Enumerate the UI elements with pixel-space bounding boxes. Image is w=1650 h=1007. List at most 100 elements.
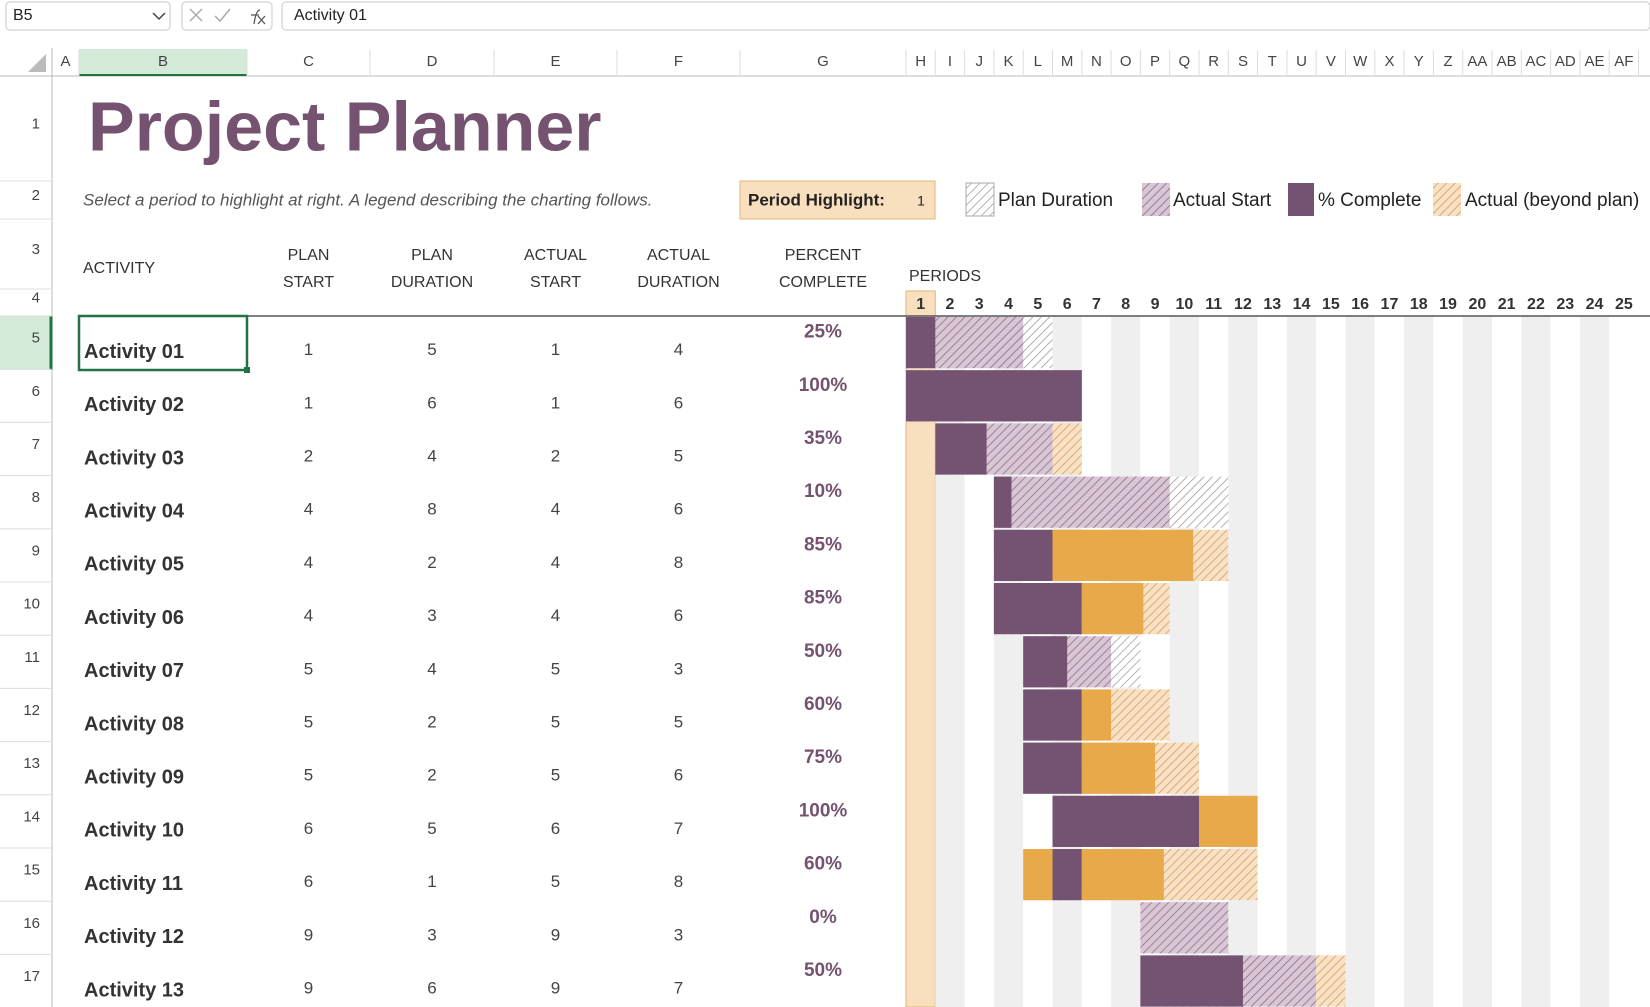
period-column <box>1257 316 1287 1007</box>
name-box-text: B5 <box>13 7 33 24</box>
percent-complete: 25% <box>804 322 842 343</box>
column-header: J <box>976 53 984 70</box>
complete-bar <box>1052 795 1199 847</box>
period-number: 14 <box>1293 296 1311 313</box>
column-header: AC <box>1526 53 1547 70</box>
select-all[interactable] <box>28 54 46 72</box>
number-cell: 7 <box>674 819 683 838</box>
number-cell: 3 <box>674 659 683 678</box>
percent-complete: 85% <box>804 534 842 555</box>
complete-beyond-plan-bar <box>1023 849 1053 901</box>
column-header: AB <box>1497 53 1517 70</box>
complete-beyond-plan-bar <box>1081 849 1164 901</box>
number-cell: 4 <box>427 446 436 465</box>
column-header: P <box>1150 53 1160 70</box>
activity-name: Activity 10 <box>84 820 184 842</box>
fill-handle[interactable] <box>244 367 250 373</box>
complete-beyond-plan-bar <box>1081 583 1144 635</box>
percent-complete: 50% <box>804 960 842 981</box>
legend-swatch-plan <box>965 182 995 217</box>
period-number: 9 <box>1151 296 1160 313</box>
period-number: 1 <box>916 296 925 313</box>
period-number: 22 <box>1527 296 1545 313</box>
row-header: 3 <box>32 241 40 258</box>
activity-name: Activity 02 <box>84 394 184 416</box>
period-number: 6 <box>1063 296 1072 313</box>
percent-complete: 0% <box>809 907 837 928</box>
complete-bar <box>1052 849 1082 901</box>
column-header: F <box>674 53 683 70</box>
actual-beyond-plan-bar <box>1316 955 1346 1007</box>
column-header: C <box>303 53 314 70</box>
number-cell: 4 <box>304 606 313 625</box>
number-cell: 1 <box>427 872 436 891</box>
number-cell: 9 <box>304 925 313 944</box>
column-header: W <box>1353 53 1368 70</box>
column-header: Z <box>1443 53 1452 70</box>
number-cell: 9 <box>551 925 560 944</box>
period-number: 4 <box>1004 296 1013 313</box>
percent-complete: 60% <box>804 694 842 715</box>
complete-bar <box>1140 955 1243 1007</box>
active-cell[interactable] <box>77 314 249 372</box>
period-highlight-box[interactable] <box>739 180 936 220</box>
row-header: 15 <box>23 862 40 879</box>
number-cell: 2 <box>304 446 313 465</box>
enter-icon[interactable] <box>214 8 231 23</box>
row-header: 10 <box>23 596 40 613</box>
formula-buttons <box>181 1 273 31</box>
period-highlight-value[interactable]: 1 <box>917 193 925 209</box>
formula-input[interactable] <box>281 1 1650 31</box>
row-header: 11 <box>24 649 40 666</box>
row-header: 7 <box>32 436 40 453</box>
cancel-icon[interactable] <box>189 8 203 22</box>
period-column <box>1316 316 1346 1007</box>
complete-bar <box>1023 742 1082 794</box>
number-cell: 1 <box>551 393 560 412</box>
selected-column-header <box>79 49 247 76</box>
number-cell: 6 <box>674 766 683 785</box>
column-header: AF <box>1614 53 1633 70</box>
row-header: 8 <box>32 489 40 506</box>
percent-complete: 60% <box>804 854 842 875</box>
period-number: 23 <box>1556 296 1574 313</box>
table-header: PLAN <box>288 247 330 264</box>
period-column <box>1579 316 1610 1007</box>
period-column <box>1492 316 1522 1007</box>
table-header: ACTIVITY <box>83 260 155 277</box>
number-cell: 8 <box>674 872 683 891</box>
legend-label: % Complete <box>1318 190 1422 211</box>
name-box-dropdown[interactable] <box>152 12 166 21</box>
column-header: O <box>1120 53 1132 70</box>
periods-label: PERIODS <box>909 268 981 285</box>
period-number: 11 <box>1205 296 1222 313</box>
percent-complete: 100% <box>799 375 848 396</box>
activity-name: Activity 05 <box>84 554 184 576</box>
legend-label: Actual (beyond plan) <box>1465 190 1639 211</box>
number-cell: 4 <box>674 340 683 359</box>
number-cell: 6 <box>304 872 313 891</box>
column-header: AE <box>1585 53 1605 70</box>
column-header: E <box>550 53 560 70</box>
function-icon[interactable] <box>251 9 266 25</box>
period-column <box>1345 316 1375 1007</box>
number-cell: 6 <box>674 606 683 625</box>
period-column <box>1521 316 1551 1007</box>
row-header: 9 <box>32 542 40 559</box>
name-box[interactable] <box>5 1 171 31</box>
number-cell: 2 <box>427 766 436 785</box>
number-cell: 9 <box>551 978 560 997</box>
activity-name: Activity 01 <box>84 341 184 363</box>
table-header: PLAN <box>411 247 453 264</box>
number-cell: 5 <box>427 819 436 838</box>
column-header: I <box>948 53 952 70</box>
number-cell: 6 <box>427 978 436 997</box>
column-header: AA <box>1467 53 1487 70</box>
legend-swatch-actual <box>1142 183 1170 216</box>
activity-name: Activity 12 <box>84 926 184 948</box>
table-header: DURATION <box>637 274 719 291</box>
number-cell: 8 <box>427 500 436 519</box>
number-cell: 5 <box>304 659 313 678</box>
complete-bar <box>906 370 1082 422</box>
